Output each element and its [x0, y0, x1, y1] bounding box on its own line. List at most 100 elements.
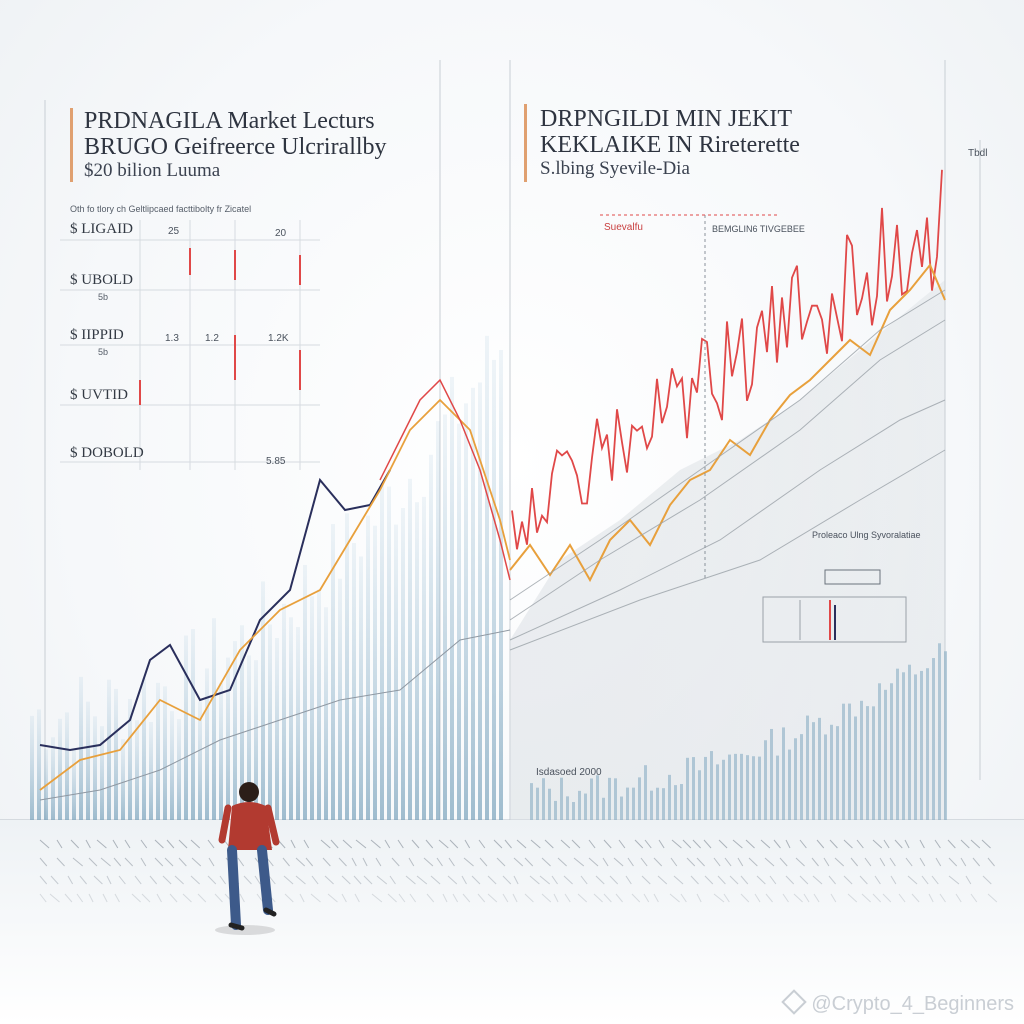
floor-tick: [680, 893, 687, 903]
left-bar: [401, 508, 405, 820]
left-bar: [135, 720, 139, 820]
floor-tick: [438, 839, 449, 849]
floor-tick: [948, 875, 960, 885]
floor-tick: [919, 857, 926, 867]
floor-tick: [425, 839, 434, 849]
floor-tick: [682, 839, 692, 849]
right-bar: [854, 716, 857, 820]
floor-tick: [745, 839, 755, 849]
floor-tick: [553, 893, 559, 903]
floor-tick: [928, 893, 934, 903]
floor-tick: [631, 893, 641, 903]
floor-tick: [785, 839, 791, 849]
floor-tick: [595, 875, 605, 885]
floor-tick: [513, 857, 524, 867]
right-bar: [836, 726, 839, 820]
floor-tick: [56, 857, 65, 867]
left-bar: [93, 716, 97, 820]
floor-tick: [478, 839, 486, 849]
right-bar: [800, 734, 803, 820]
floor-tick: [463, 857, 474, 867]
floor-tick: [461, 875, 467, 885]
left-bar: [240, 625, 244, 820]
floor-tick: [769, 875, 777, 885]
row-sublabel-3: 5b: [98, 347, 109, 357]
right-bar: [734, 753, 737, 820]
floor-tick: [416, 875, 428, 885]
right-bar: [728, 754, 731, 820]
floor-tick: [692, 839, 701, 849]
right-bar: [698, 770, 701, 820]
right-bar: [812, 722, 815, 820]
floor-tick: [430, 875, 441, 885]
floor-tick: [799, 839, 807, 849]
floor-tick: [112, 839, 119, 849]
floor-tick: [154, 839, 164, 849]
floor-tick: [56, 839, 63, 849]
floor-tick: [516, 839, 527, 849]
floor-tick: [351, 857, 357, 867]
floor-tick: [634, 839, 644, 849]
floor-tick: [793, 893, 803, 903]
floor-tick: [713, 893, 725, 903]
floor: [0, 820, 1024, 1024]
floor-tick: [782, 893, 789, 903]
left-bar: [317, 589, 321, 820]
floor-tick: [861, 893, 871, 903]
floor-tick: [764, 857, 775, 867]
floor-tick: [243, 875, 252, 885]
left-bar: [268, 624, 272, 820]
floor-tick: [362, 857, 368, 867]
floor-tick: [732, 839, 743, 849]
right-bar: [632, 787, 635, 820]
floor-tick: [256, 893, 264, 903]
right-bar: [848, 703, 851, 820]
floor-tick: [911, 893, 920, 903]
floor-tick: [748, 857, 758, 867]
floor-tick: [449, 839, 459, 849]
right-bar: [878, 683, 881, 820]
right-title-accent: [524, 104, 527, 182]
right-bar: [692, 757, 695, 820]
left-subtitle: Oth fo tlory ch Geltlipcaed facttibolty …: [70, 204, 252, 214]
floor-tick: [254, 875, 261, 885]
cell-value-4: 1.2: [205, 333, 219, 344]
left-bar: [499, 350, 503, 820]
floor-tick: [564, 893, 571, 903]
right-bar: [686, 757, 689, 820]
right-title-block: DRPNGILDI MIN JEKIT KEKLAIKE IN Riretere…: [540, 106, 800, 180]
floor-tick: [268, 875, 276, 885]
floor-tick: [982, 875, 992, 885]
right-gray-lines: [509, 289, 946, 651]
left-bar: [345, 513, 349, 820]
right-bar: [536, 787, 539, 820]
floor-tick: [398, 893, 406, 903]
floor-tick: [303, 839, 310, 849]
left-bar: [492, 359, 496, 820]
right-bar: [668, 774, 671, 820]
floor-tick: [140, 857, 147, 867]
right-bar: [902, 672, 905, 820]
floor-tick: [353, 875, 362, 885]
floor-tick: [785, 875, 795, 885]
right-bar: [776, 755, 779, 820]
floor-tick: [603, 839, 612, 849]
floor-tick: [338, 857, 347, 867]
floor-tick: [39, 893, 47, 903]
floor-tick: [864, 857, 872, 867]
floor-tick: [363, 875, 373, 885]
floor-tick: [49, 893, 60, 903]
left-bar: [198, 701, 202, 820]
floor-tick: [72, 857, 83, 867]
right-bar: [530, 783, 533, 820]
row-label-3: $ IIPPID: [70, 327, 124, 343]
right-annotation-4: Isdasoed 2000: [536, 767, 602, 778]
floor-tick: [987, 893, 998, 903]
right-bar: [614, 778, 617, 820]
floor-tick: [673, 875, 684, 885]
cell-value-1: 25: [168, 226, 180, 237]
floor-tick: [812, 875, 823, 885]
floor-tick: [371, 893, 383, 903]
floor-tick: [39, 875, 48, 885]
floor-tick: [295, 875, 306, 885]
